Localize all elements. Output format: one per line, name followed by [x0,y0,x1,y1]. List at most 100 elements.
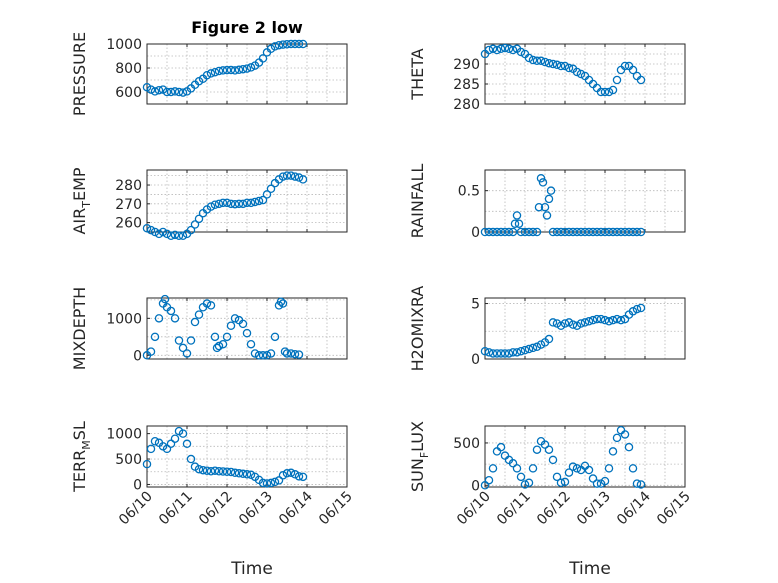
data-point [632,479,642,488]
data-point [544,445,554,454]
data-point [238,319,248,329]
data-point [568,227,578,237]
data-point [484,348,494,357]
data-point [214,199,224,209]
data-point [564,227,574,237]
data-point [508,227,518,237]
data-point [620,227,630,237]
data-point [636,480,646,489]
data-point [160,294,170,304]
data-point [170,434,180,443]
x-tick-label: 06/13 [236,489,276,529]
data-point [262,351,272,360]
data-point [496,44,506,54]
data-point [274,476,284,485]
x-tick-label: 06/14 [276,488,316,528]
data-point [290,172,300,181]
data-point [552,227,562,237]
data-point [628,464,638,473]
data-point [596,87,606,97]
data-point [548,59,558,69]
data-point [206,301,216,310]
y-tick-label: 500 [453,436,480,452]
data-point [514,219,524,228]
y-tick-label: 600 [115,85,142,101]
data-point [170,87,180,96]
data-point [604,227,614,237]
data-point [536,174,546,183]
data-point [496,227,506,237]
data-point [560,227,570,237]
data-point [624,442,634,452]
data-point [250,349,260,358]
data-point [520,227,530,237]
data-point [560,477,570,487]
y-tick-label: 0 [133,348,142,364]
data-point [214,466,224,476]
data-point [556,478,566,488]
x-tick-label: 06/10 [116,489,156,529]
data-point [504,349,514,358]
data-point [492,45,502,55]
subplot-rainfall: 0 0.5 RAINFALL [408,164,686,241]
data-point [186,454,196,464]
data-point [218,467,228,476]
data-point [230,66,240,75]
data-point [162,444,172,454]
data-point [532,56,542,66]
data-point [286,349,296,358]
data-point [154,229,164,239]
y-axis-label: THETA [408,48,427,100]
data-point [146,444,156,454]
data-point [544,334,554,344]
data-point [266,349,276,358]
data-point [226,65,236,75]
data-point [174,336,184,345]
y-label-main: H2OMIXRA [408,286,427,372]
data-point [512,464,522,473]
subplot-terrain-msl: 0 500 1000 TERRMSL 06/10 06/11 06/12 06/13 06/14… [70,421,356,579]
data-point [572,464,582,473]
data-point [294,39,304,49]
y-tick-label: 500 [115,452,142,468]
subplot-pressure: 600 800 1000 PRESSURE Figure 2 low [70,18,348,116]
data-point [636,303,646,313]
data-point [254,196,264,206]
y-label-main: THETA [408,48,427,100]
y-label-main: PRESSURE [70,32,89,116]
data-point [226,467,236,477]
x-tick-label: 06/10 [454,489,494,529]
data-point [624,227,634,237]
subplot-mixdepth: 0 1000 MIXDEPTH [70,287,348,370]
data-point [282,171,292,180]
data-point [560,61,570,71]
data-point [262,190,272,199]
data-point [568,462,578,471]
data-point [510,219,520,228]
y-tick-label: 0 [471,352,480,368]
data-point [612,433,622,443]
y-tick-label: 800 [115,61,142,77]
axes-frame [484,43,686,105]
data-point [178,429,188,438]
data-point [210,200,220,210]
data-point [250,197,260,207]
data-point [512,211,522,220]
data-point [544,194,554,204]
data-point [234,469,244,478]
data-point [290,39,300,49]
data-point [488,44,498,54]
data-point [516,227,526,237]
data-point [146,347,156,356]
data-point [298,175,308,184]
data-point [544,58,554,68]
data-point [620,61,630,71]
data-point [258,351,268,360]
y-tick-label: 260 [115,216,142,232]
y-tick-label: 280 [453,97,480,113]
data-point [596,314,606,324]
data-point [536,56,546,66]
data-point [218,198,228,208]
data-point [632,227,642,237]
chart-title: Figure 2 low [191,18,303,37]
